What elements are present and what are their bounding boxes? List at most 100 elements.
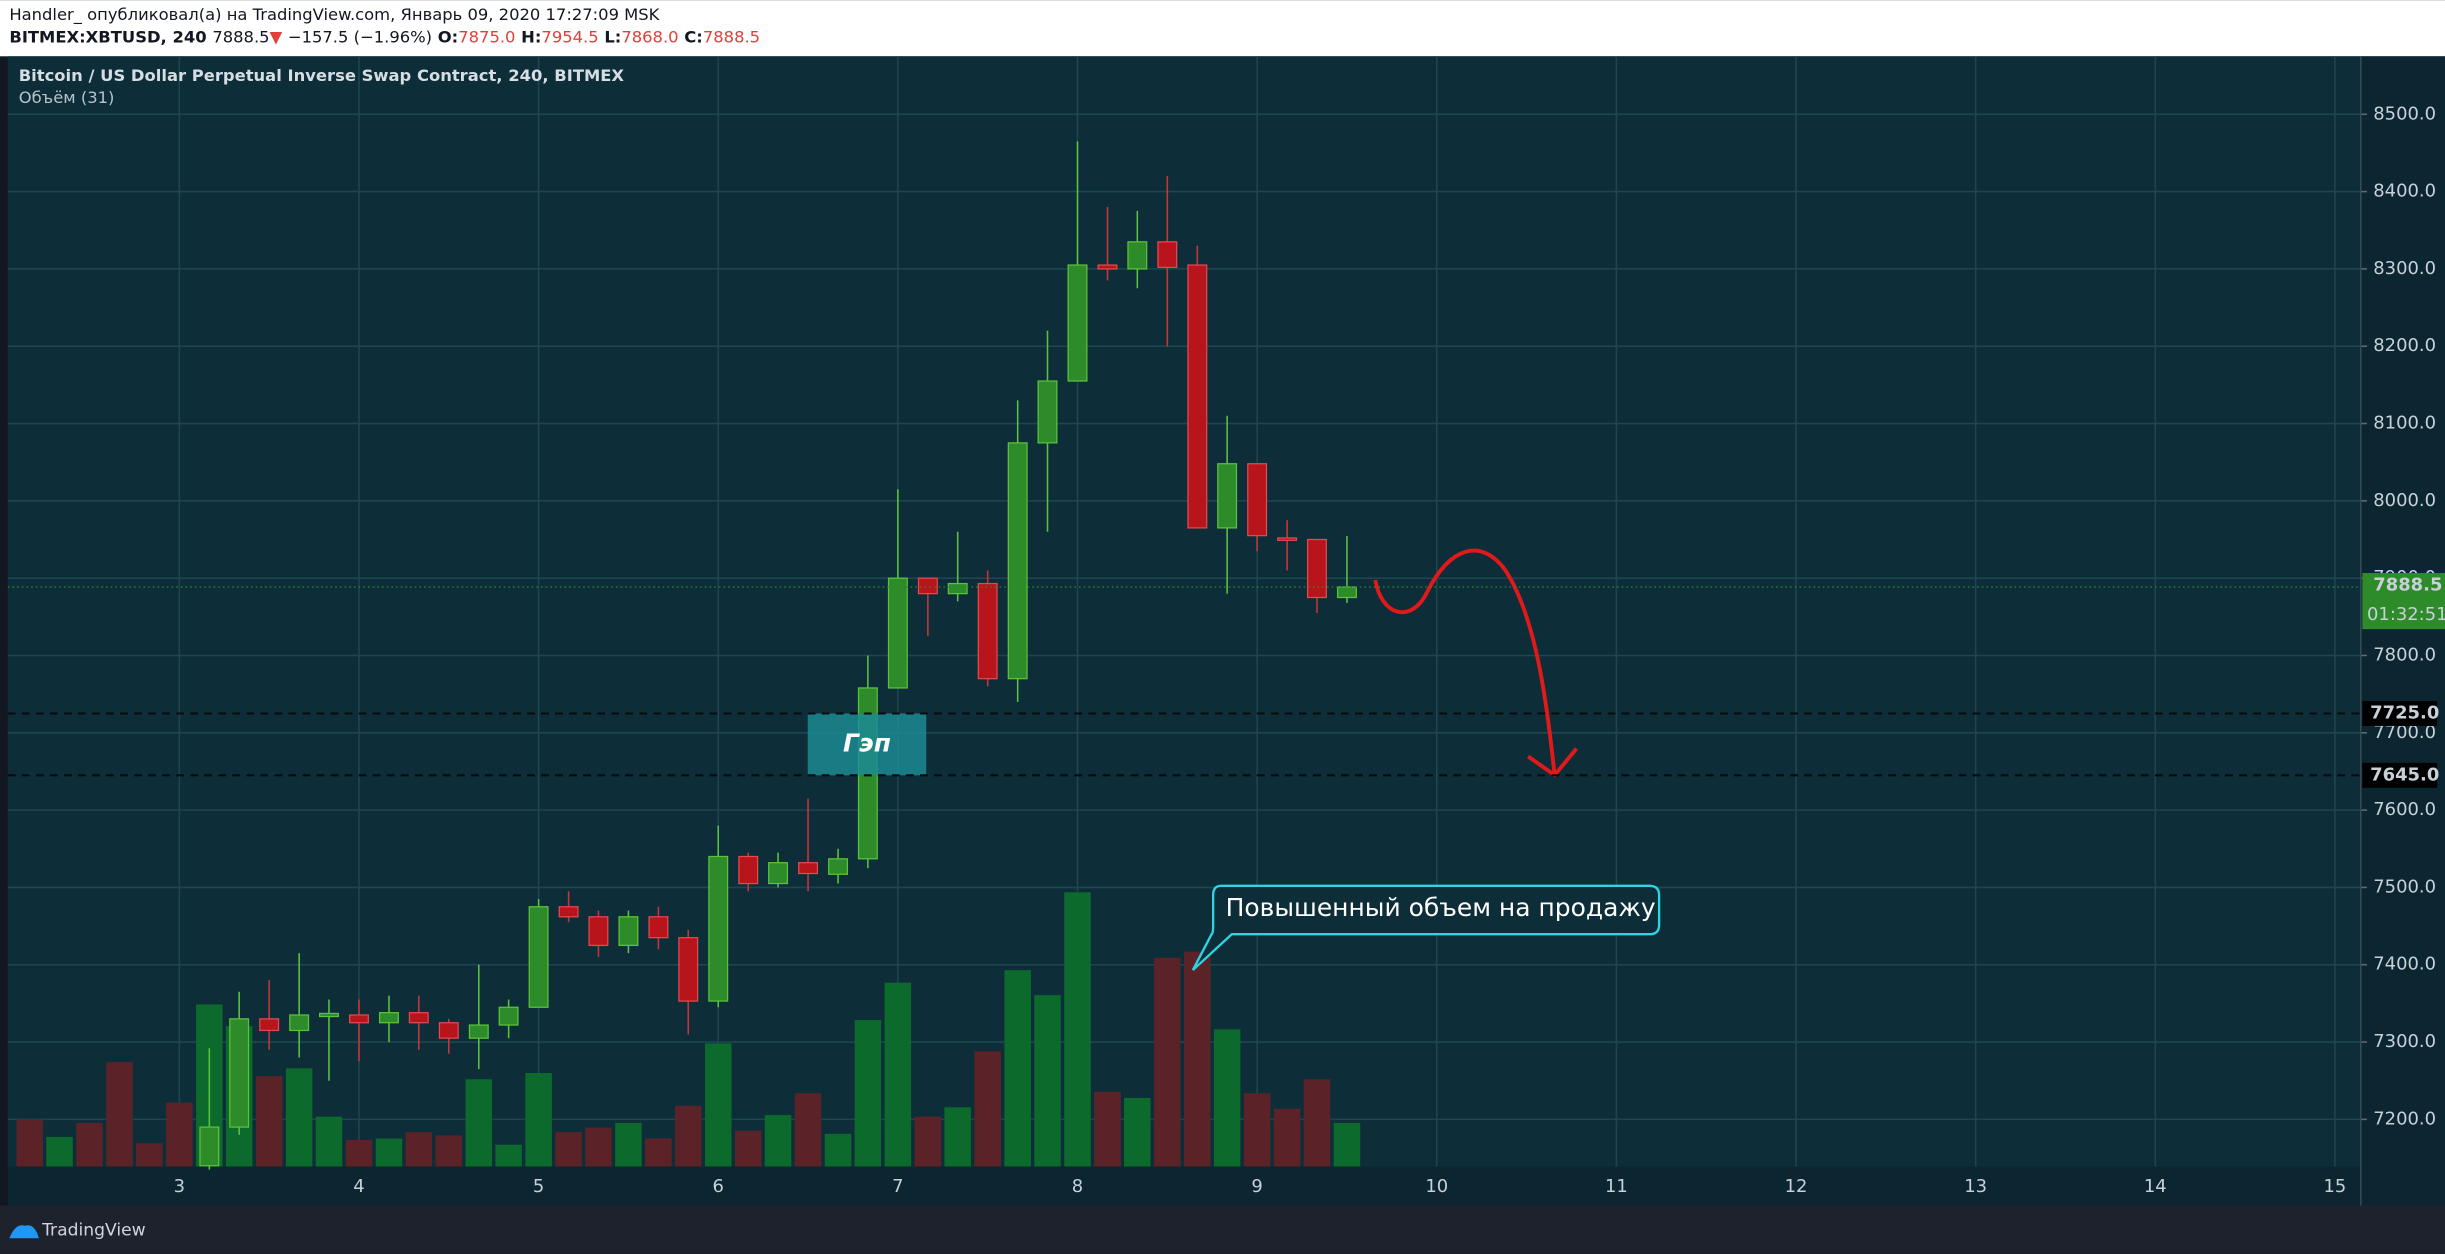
last-price-tag [2362,573,2445,630]
x-tick-label: 5 [533,1176,544,1197]
volume-bar [285,1068,313,1167]
x-tick-label: 14 [2144,1176,2167,1197]
candle-body [318,1012,339,1018]
candle-body [917,577,938,595]
x-tick-label: 13 [1964,1176,1987,1197]
x-tick-label: 9 [1251,1176,1262,1197]
candle-body [408,1012,429,1024]
time-axis [7,1166,2361,1206]
volume-bar [255,1076,283,1167]
volume-bar [615,1122,642,1167]
volume-bar [585,1127,612,1167]
candles [199,141,1357,1170]
volume-bar [555,1132,582,1167]
candle-body [588,916,609,947]
header-bar [0,0,2445,57]
x-tick-label: 11 [1605,1176,1628,1197]
volume-bar [46,1136,73,1167]
last-price-label: 7888.5 [2373,574,2442,595]
y-tick-label: 8200.0 [2373,335,2436,356]
volume-bar [1243,1093,1271,1167]
y-tick-label: 7200.0 [2373,1108,2436,1129]
countdown: 01:32:51 [2367,604,2445,625]
x-tick-label: 6 [713,1176,724,1197]
volume-bar [764,1115,792,1167]
x-tick-label: 4 [353,1176,364,1197]
volume-bar [525,1073,552,1167]
x-tick-label: 12 [1785,1176,1808,1197]
candle-body [438,1022,459,1039]
y-tick-label: 7700.0 [2373,722,2436,743]
level-tag [2362,700,2438,726]
y-tick-label: 8500.0 [2373,103,2436,124]
candle-body [259,1018,280,1032]
volume-bar [465,1079,493,1167]
price-axis [2360,56,2445,1206]
y-tick-label: 8300.0 [2373,258,2436,279]
change: −157.5 (−1.96%) [288,27,432,46]
candle-body [1097,264,1118,270]
c: 7888.5 [703,27,760,46]
volume-bar [914,1116,942,1167]
y-tick-label: 7400.0 [2373,954,2436,975]
candle-body [1127,241,1148,270]
volume-bar [1064,892,1091,1167]
candle-body [708,855,729,1002]
volume-bar [854,1020,882,1167]
c-label: C: [684,27,703,46]
annotations: Гэп Повышенный объем на продажу [807,548,1661,971]
candle-body [558,906,579,918]
candle-body [1277,537,1298,541]
candle-body [378,1012,399,1024]
callout-box [1191,884,1661,971]
volume [16,892,1361,1167]
y-tick-label: 7600.0 [2373,799,2436,820]
candle-body [1306,538,1327,599]
chart-subtitle: Объём (31) [19,88,115,107]
candle-body [468,1024,489,1039]
volume-bar [375,1138,403,1167]
volume-bar [1154,957,1181,1167]
candle-body [828,858,849,875]
h-label: H: [521,27,541,46]
l: 7868.0 [621,27,678,46]
candle-body [887,577,908,689]
candle-body [1247,463,1268,537]
candle-body [947,582,968,595]
volume-bar [704,1043,732,1167]
candle-body [738,855,759,885]
volume-bar [16,1119,43,1167]
footer-bar [0,1205,2445,1254]
y-tick-label: 8100.0 [2373,413,2436,434]
author-line: Handler_ опубликовал(а) на TradingView.c… [9,5,660,25]
volume-bar [1094,1091,1121,1167]
level-tag [2362,762,2438,788]
symbol: BITMEX:XBTUSD, 240 [9,27,206,46]
candle-body [199,1126,220,1167]
candle-body [648,916,669,939]
candle-body [1067,264,1088,382]
chart-title: Bitcoin / US Dollar Perpetual Inverse Sw… [19,66,625,85]
quote-line: BITMEX:XBTUSD, 240 7888.5 ▼ −157.5 (−1.96… [9,27,760,46]
volume-bar [794,1093,822,1167]
candle-body [798,862,819,875]
candle-body [1217,463,1238,529]
x-tick-label: 15 [2324,1176,2347,1197]
volume-bar [405,1132,433,1167]
candle-body [1157,241,1178,268]
volume-bar [76,1122,103,1167]
candle-body [498,1006,519,1026]
volume-bar [106,1062,133,1167]
candle-body [348,1014,369,1024]
volume-bar [645,1138,672,1167]
candle-body [618,916,639,947]
volume-bar [166,1102,193,1167]
arrow: ▼ [270,27,283,46]
y-tick-label: 7300.0 [2373,1031,2436,1052]
y-tick-label: 7800.0 [2373,644,2436,665]
candle-body [1007,442,1028,680]
y-tick-label: 8000.0 [2373,490,2436,511]
level-label: 7645.0 [2370,764,2439,785]
candle-body [768,862,789,885]
